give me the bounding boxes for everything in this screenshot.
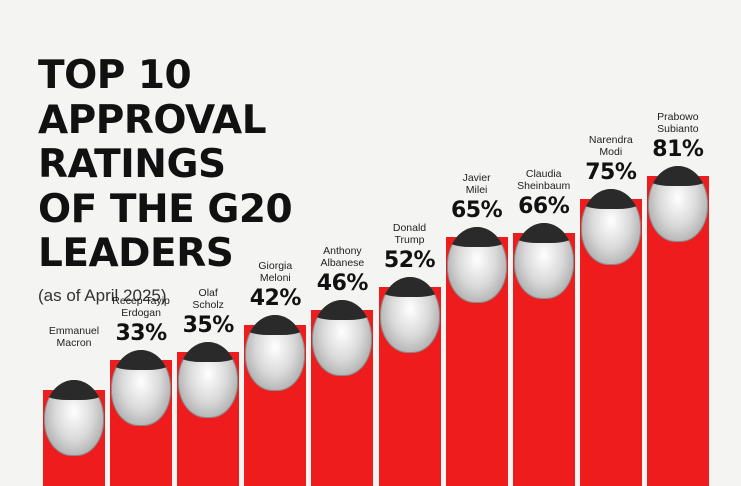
category-label-line: Prabowo [657,111,699,123]
value-label-giorgia-meloni: 42% [249,286,302,312]
portrait-recep-tayip-erdogan [111,349,172,426]
portrait-emmanuel-macron [44,380,104,457]
title-line: RATINGS [38,142,226,187]
category-label-javier-milei: Javier Milei [437,172,517,196]
category-label-line: Erdogan [121,306,161,319]
value-label-javier-milei: 65% [451,198,503,224]
portrait-narendra-modi [580,188,641,265]
title-line: APPROVAL [38,97,267,143]
category-label-line: Scholz [192,299,224,312]
category-label-line: Sheinbaum [517,180,571,193]
category-label-line: Modi [599,145,623,158]
portrait-claudia-sheinbaum [513,223,574,300]
category-label-line: Anthony [323,244,362,257]
category-label-line: Meloni [259,272,291,285]
chart-subtitle: (as of April 2025) [38,286,167,305]
title-line: TOP 10 [38,53,192,98]
value-label-olaf-scholz: 35% [182,313,235,339]
portrait-giorgia-meloni [245,315,306,392]
portrait-olaf-scholz [178,342,239,419]
category-label-line: Albanese [320,256,365,269]
category-label-line: Narendra [588,133,633,146]
value-label-anthony-albanese: 46% [316,270,369,296]
category-label-line: Giorgia [258,260,293,273]
category-label-donald-trump: Donald Trump [370,222,450,246]
value-label-claudia-sheinbaum: 66% [518,194,570,220]
category-label-line: Olaf [198,287,218,300]
category-label-line: Donald [392,221,427,234]
category-label-line: Javier [462,172,491,185]
category-label-narendra-modi: Narendra Modi [571,134,651,158]
chart-title: TOP 10 APPROVAL RATINGS OF THE G20 LEADE… [38,53,293,277]
category-label-olaf-scholz: Olaf Scholz [168,287,248,311]
category-label-claudia-sheinbaum: Claudia Sheinbaum [504,168,584,192]
category-label-line: Milei [465,184,488,197]
category-label-line: Recep Tayip [112,294,170,307]
portrait-donald-trump [379,276,440,353]
title-line: OF THE G20 [38,186,293,232]
category-label-recep-tayip-erdogan: Recep Tayip Erdogan [101,295,181,319]
category-label-line: Macron [56,337,92,350]
portrait-prabowo-subianto [647,166,708,242]
value-label-donald-trump: 52% [383,247,436,273]
category-label-line: Subianto [657,123,699,135]
value-label-narendra-modi: 75% [585,159,637,185]
value-label-prabowo-subianto: 81% [652,137,704,162]
portrait-anthony-albanese [312,299,373,376]
value-label-recep-tayip-erdogan: 33% [115,320,168,346]
category-label-giorgia-meloni: Giorgia Meloni [235,260,315,284]
category-label-line: Trump [394,233,425,246]
category-label-prabowo-subianto: Prabowo Subianto [638,111,718,135]
portrait-javier-milei [446,227,507,304]
title-line: LEADERS [38,231,234,276]
category-label-emmanuel-macron: Emmanuel Macron [34,325,114,349]
category-label-anthony-albanese: Anthony Albanese [302,245,382,269]
category-label-line: Emmanuel [48,325,100,338]
category-label-line: Claudia [525,168,562,181]
